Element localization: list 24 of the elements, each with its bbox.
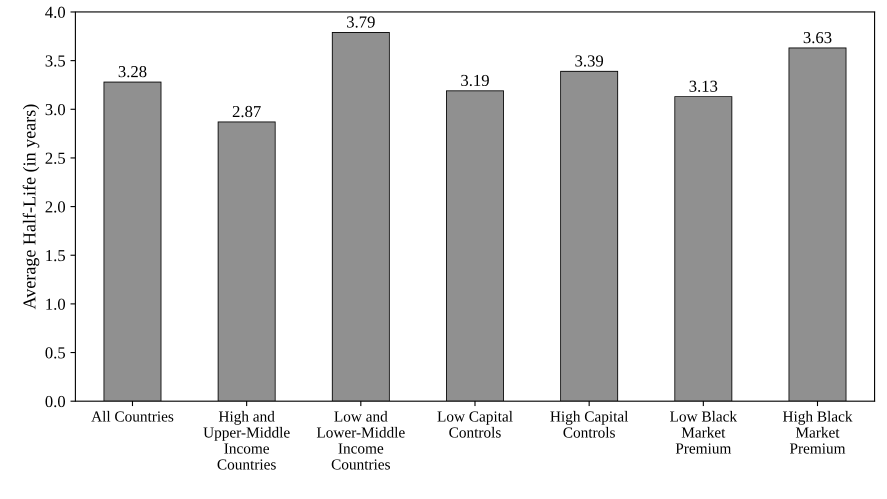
data-label: 3.28 <box>118 66 146 78</box>
x-tick-label: High and Upper-Middle Income Countries <box>203 410 290 470</box>
y-tick-label: 0.0 <box>45 396 66 408</box>
x-tick-label: All Countries <box>91 410 174 422</box>
x-tick-label: High Black Market Premium <box>782 410 852 454</box>
x-tick-label: Low Black Market Premium <box>670 410 738 454</box>
data-label: 2.87 <box>232 106 261 118</box>
data-label: 3.13 <box>690 80 718 92</box>
y-tick-label: 1.0 <box>46 298 66 310</box>
y-tick-label: 3.5 <box>46 55 66 67</box>
data-label: 3.39 <box>575 55 604 67</box>
y-tick-label: 0.5 <box>45 347 66 359</box>
y-axis-title: Average Half-Life (in years) <box>22 104 40 310</box>
y-tick-label: 2.5 <box>46 152 66 164</box>
x-tick-label: Low Capital Controls <box>437 410 513 438</box>
y-tick-label: 2.0 <box>46 201 66 213</box>
y-tick-label: 1.5 <box>46 250 66 262</box>
x-tick-label: Low and Lower-Middle Income Countries <box>316 410 405 470</box>
data-label: 3.63 <box>804 32 832 44</box>
y-tick-label: 4.0 <box>45 6 66 18</box>
data-label: 3.19 <box>461 74 489 86</box>
y-tick-label: 3.0 <box>46 104 66 116</box>
data-label: 3.79 <box>347 16 375 28</box>
x-tick-label: High Capital Controls <box>550 410 628 438</box>
